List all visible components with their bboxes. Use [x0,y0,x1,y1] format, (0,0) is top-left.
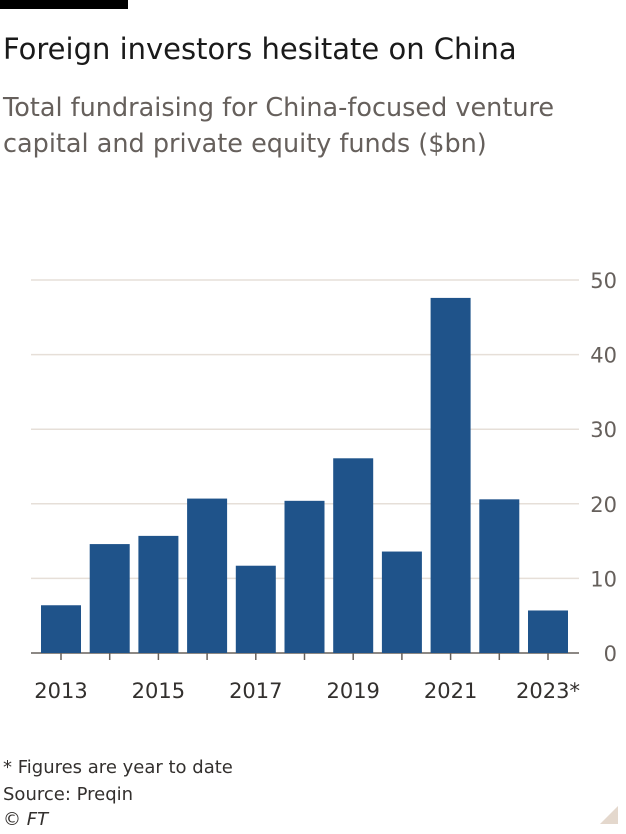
chart-title: Foreign investors hesitate on China [3,32,517,66]
bar-chart: 0 10 20 30 40 50 2013 2015 2017 2019 2021 2023* [31,269,617,703]
corner-mark [600,806,618,824]
bar [138,535,179,653]
y-tick-label: 30 [590,418,617,442]
bar [333,458,374,653]
y-tick-label: 40 [590,344,617,368]
bar [89,544,130,653]
y-tick-label: 20 [590,493,617,517]
bar [528,610,568,653]
credit: © FT [3,809,49,830]
x-tick-label: 2017 [229,679,282,703]
y-tick-label: 10 [590,567,617,591]
bar [41,605,81,653]
x-tick-label: 2021 [424,679,477,703]
brand-bar [0,0,128,9]
bars [41,297,568,653]
x-tick-label: 2013 [34,679,87,703]
y-axis-tick-labels: 0 10 20 30 40 50 [590,269,617,666]
bar [479,499,520,653]
source-note: Source: Preqin [3,784,134,805]
x-axis: 2013 2015 2017 2019 2021 2023* [34,653,580,703]
bar [187,498,228,653]
bar [430,297,471,653]
y-tick-label: 0 [604,642,617,666]
footnote: * Figures are year to date [3,757,233,778]
x-tick-label: 2015 [132,679,185,703]
bar [235,565,276,653]
x-tick-label: 2019 [326,679,379,703]
bar [381,551,422,653]
x-tick-label: 2023* [516,679,580,703]
bar [284,500,325,653]
y-tick-label: 50 [590,269,617,293]
chart-subtitle: Total fundraising for China-focused vent… [3,93,555,159]
